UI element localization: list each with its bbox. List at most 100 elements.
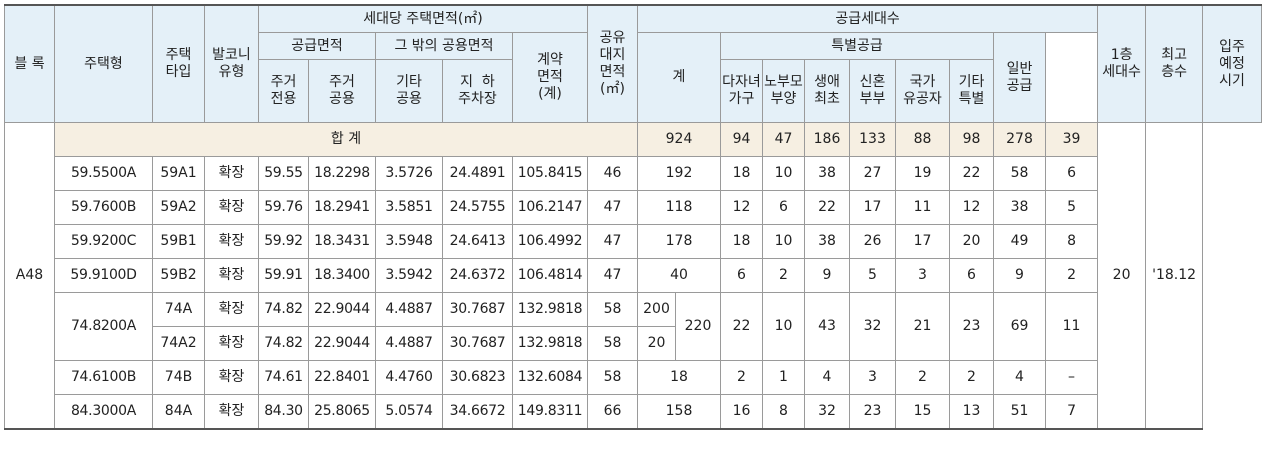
cell-etc: 6 bbox=[949, 258, 994, 293]
totals-total: 924 bbox=[637, 122, 721, 157]
cell-newlywed: 23 bbox=[849, 394, 896, 430]
cell-contract: 132.6084 bbox=[512, 360, 588, 395]
cell-contract: 106.2147 bbox=[512, 190, 588, 225]
cell-parking: 30.7687 bbox=[442, 292, 513, 327]
cell-res-common: 18.2298 bbox=[308, 156, 376, 191]
cell-exclusive: 59.76 bbox=[258, 190, 309, 225]
header-general-supply: 일반 공급 bbox=[993, 32, 1046, 123]
cell-newlywed: 5 bbox=[849, 258, 896, 293]
header-special-supply: 특별공급 bbox=[720, 32, 994, 60]
cell-elder: 2 bbox=[762, 258, 805, 293]
cell-total: 118 bbox=[637, 190, 721, 225]
header-first-life: 생애 최초 bbox=[804, 59, 850, 123]
cell-elder: 10 bbox=[762, 292, 805, 361]
totals-first-floor: 39 bbox=[1044, 122, 1099, 157]
cell-etc-common: 3.5726 bbox=[375, 156, 443, 191]
header-supply-units-group: 공급세대수 bbox=[636, 4, 1099, 33]
cell-res-common: 22.9044 bbox=[308, 292, 376, 327]
header-area-group: 세대당 주택면적(㎡) bbox=[258, 4, 588, 33]
cell-merit: 2 bbox=[895, 360, 950, 395]
header-etc-special: 기타 특별 bbox=[949, 59, 994, 123]
header-other-common: 그 밖의 공용면적 bbox=[375, 32, 513, 60]
cell-parking: 24.5755 bbox=[442, 190, 513, 225]
cell-res-common: 22.9044 bbox=[308, 326, 376, 361]
cell-housing-type: 84.3000A bbox=[54, 394, 153, 430]
cell-general: 58 bbox=[993, 156, 1046, 191]
totals-first-life: 186 bbox=[804, 122, 850, 157]
cell-elder: 1 bbox=[762, 360, 805, 395]
cell-etc: 23 bbox=[949, 292, 994, 361]
cell-first-floor: 6 bbox=[1044, 156, 1099, 191]
cell-first-life: 38 bbox=[804, 156, 850, 191]
cell-multi-child: 22 bbox=[720, 292, 763, 361]
cell-etc-common: 3.5942 bbox=[375, 258, 443, 293]
cell-newlywed: 3 bbox=[849, 360, 896, 395]
cell-first-life: 4 bbox=[804, 360, 850, 395]
cell-parking: 24.6413 bbox=[442, 224, 513, 259]
cell-newlywed: 27 bbox=[849, 156, 896, 191]
cell-parking: 24.6372 bbox=[442, 258, 513, 293]
cell-housing-type: 59.9100D bbox=[54, 258, 153, 293]
header-newlywed: 신혼 부부 bbox=[849, 59, 896, 123]
cell-housing-type: 74.8200A bbox=[54, 292, 153, 361]
header-res-exclusive: 주거 전용 bbox=[258, 59, 309, 123]
totals-etc-special: 98 bbox=[949, 122, 994, 157]
cell-merit: 15 bbox=[895, 394, 950, 430]
cell-type: 59B1 bbox=[152, 224, 205, 259]
table-body: A48 합 계 924 94 47 186 133 88 98 278 39 2… bbox=[4, 122, 1262, 430]
max-floors-cell: 20 bbox=[1097, 122, 1147, 430]
header-max-floors: 최고 층수 bbox=[1145, 4, 1204, 123]
cell-exclusive: 59.55 bbox=[258, 156, 309, 191]
table-row: 59.9200C 59B1 확장 59.92 18.3431 3.5948 24… bbox=[5, 224, 1262, 259]
cell-parking: 24.4891 bbox=[442, 156, 513, 191]
cell-housing-type: 59.7600B bbox=[54, 190, 153, 225]
cell-general: 51 bbox=[993, 394, 1046, 430]
totals-elder-support: 47 bbox=[762, 122, 805, 157]
header-type: 주택 타입 bbox=[152, 4, 205, 123]
cell-merit: 11 bbox=[895, 190, 950, 225]
header-supply-area: 공급면적 bbox=[258, 32, 376, 60]
table-row: 84.3000A 84A 확장 84.30 25.8065 5.0574 34.… bbox=[5, 394, 1262, 430]
cell-sub-total: 20 bbox=[637, 326, 676, 361]
cell-etc-common: 3.5948 bbox=[375, 224, 443, 259]
cell-etc-common: 5.0574 bbox=[375, 394, 443, 430]
cell-type: 84A bbox=[152, 394, 205, 430]
header-elder-support: 노부모 부양 bbox=[762, 59, 805, 123]
header-move-in: 입주 예정 시기 bbox=[1202, 4, 1262, 123]
cell-etc-common: 4.4887 bbox=[375, 326, 443, 361]
cell-etc-common: 4.4887 bbox=[375, 292, 443, 327]
cell-type: 59B2 bbox=[152, 258, 205, 293]
cell-multi-child: 6 bbox=[720, 258, 763, 293]
header-first-floor-units: 1층 세대수 bbox=[1097, 4, 1147, 123]
cell-land: 58 bbox=[587, 326, 638, 361]
table-row: 59.5500A 59A1 확장 59.55 18.2298 3.5726 24… bbox=[5, 156, 1262, 191]
cell-first-life: 38 bbox=[804, 224, 850, 259]
cell-type: 59A1 bbox=[152, 156, 205, 191]
totals-national-merit: 88 bbox=[895, 122, 950, 157]
cell-general: 49 bbox=[993, 224, 1046, 259]
cell-contract: 106.4814 bbox=[512, 258, 588, 293]
cell-newlywed: 32 bbox=[849, 292, 896, 361]
cell-first-floor: – bbox=[1044, 360, 1099, 395]
cell-res-common: 18.2941 bbox=[308, 190, 376, 225]
table-row: 59.7600B 59A2 확장 59.76 18.2941 3.5851 24… bbox=[5, 190, 1262, 225]
cell-multi-child: 18 bbox=[720, 224, 763, 259]
cell-parking: 30.7687 bbox=[442, 326, 513, 361]
cell-elder: 10 bbox=[762, 224, 805, 259]
cell-parking: 34.6672 bbox=[442, 394, 513, 430]
header-national-merit: 국가 유공자 bbox=[895, 59, 950, 123]
cell-general: 4 bbox=[993, 360, 1046, 395]
cell-first-life: 22 bbox=[804, 190, 850, 225]
housing-supply-table: 블 록 주택형 주택 타입 발코니 유형 세대당 주택면적(㎡) 공유 대지 면적 (㎡)… bbox=[4, 4, 1262, 430]
cell-exclusive: 74.61 bbox=[258, 360, 309, 395]
header-contract-area: 계약 면적 (계) bbox=[512, 32, 588, 123]
header-res-common: 주거 공용 bbox=[308, 59, 376, 123]
cell-exclusive: 59.92 bbox=[258, 224, 309, 259]
cell-res-common: 18.3400 bbox=[308, 258, 376, 293]
table-row: 74.8200A 74A 확장 74.82 22.9044 4.4887 30.… bbox=[5, 292, 1262, 361]
cell-first-life: 9 bbox=[804, 258, 850, 293]
cell-contract: 105.8415 bbox=[512, 156, 588, 191]
cell-multi-child: 16 bbox=[720, 394, 763, 430]
cell-general: 9 bbox=[993, 258, 1046, 293]
cell-general: 69 bbox=[993, 292, 1046, 361]
